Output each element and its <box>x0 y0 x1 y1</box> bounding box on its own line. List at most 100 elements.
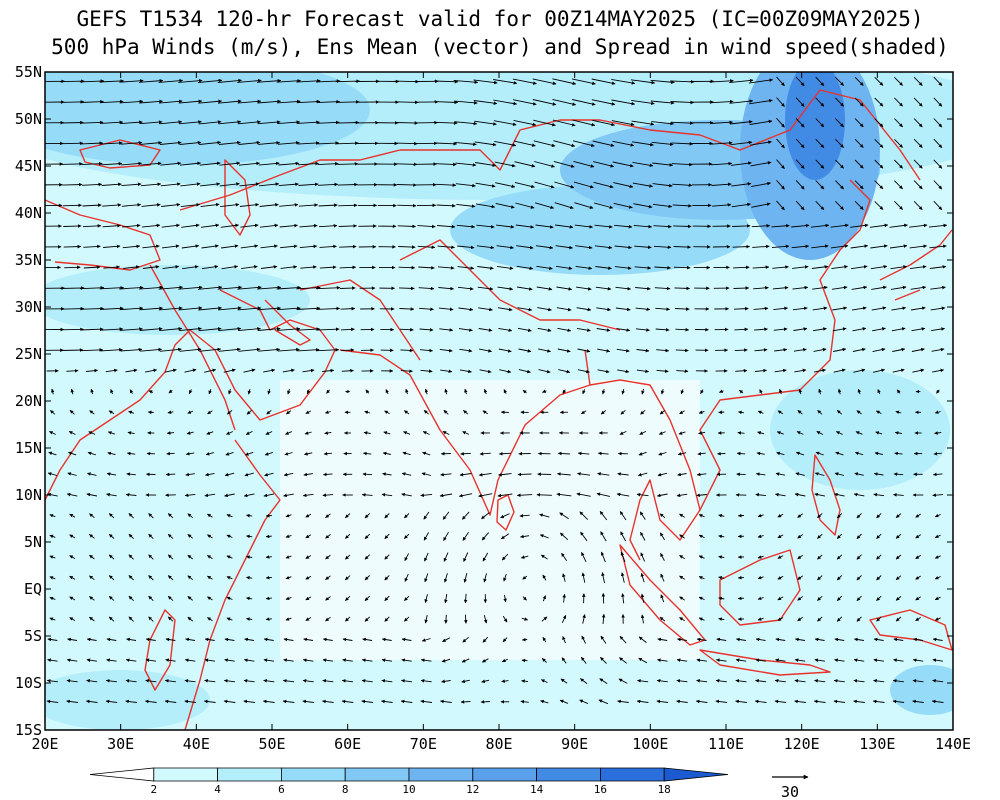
wind-vector <box>241 265 258 270</box>
wind-vector <box>81 161 103 166</box>
wind-vector <box>257 327 281 331</box>
wind-vector <box>417 224 436 229</box>
wind-vector <box>433 79 459 84</box>
wind-vector <box>930 285 946 290</box>
wind-vector <box>557 451 570 456</box>
wind-vector <box>855 431 863 435</box>
wind-vector <box>874 451 883 456</box>
wind-vector <box>596 492 610 497</box>
wind-vector <box>265 617 272 621</box>
wind-vector <box>933 97 943 107</box>
wind-vector <box>797 513 803 518</box>
wind-vector <box>267 388 271 395</box>
wind-vector <box>265 555 272 559</box>
wind-vector <box>197 78 223 83</box>
wind-vector <box>180 202 201 208</box>
wind-vector <box>318 224 338 228</box>
wind-vector <box>186 431 194 435</box>
wind-vector <box>818 388 822 395</box>
wind-vector <box>730 161 752 166</box>
wind-vector <box>162 265 180 270</box>
wind-vector <box>854 200 864 210</box>
wind-vector <box>934 513 941 518</box>
wind-vector <box>499 369 512 374</box>
wind-vector <box>592 119 615 127</box>
wind-vector <box>286 410 292 415</box>
wind-vector <box>60 286 85 290</box>
wind-vector <box>933 138 943 149</box>
lon-label: 100E <box>632 735 668 753</box>
wind-vector <box>534 202 555 210</box>
wind-vector <box>105 368 118 373</box>
wind-vector <box>755 472 766 476</box>
wind-vector <box>79 79 105 83</box>
wind-vector <box>99 306 124 311</box>
wind-vector <box>400 369 413 373</box>
wind-vector <box>631 99 655 106</box>
wind-vector <box>519 514 530 518</box>
wind-vector <box>315 79 341 83</box>
wind-vector <box>700 389 704 394</box>
wind-vector <box>364 513 371 519</box>
wind-vector <box>498 451 511 456</box>
wind-vector <box>889 223 908 228</box>
reference-vector: 30 <box>772 774 809 800</box>
wind-vector <box>89 534 95 539</box>
wind-vector <box>303 472 313 477</box>
wind-vector <box>933 159 943 169</box>
wind-vector <box>463 614 468 624</box>
wind-vector <box>680 389 685 395</box>
lat-label: EQ <box>24 580 42 598</box>
wind-vector <box>612 161 634 168</box>
wind-vector <box>571 78 596 85</box>
wind-vector <box>106 472 117 476</box>
wind-vector <box>285 431 293 435</box>
wind-vector <box>513 99 537 106</box>
wind-vector <box>422 431 430 435</box>
wind-vector <box>122 223 141 228</box>
wind-vector <box>397 203 417 208</box>
wind-vector <box>634 266 652 270</box>
wind-vector <box>69 513 76 518</box>
wind-vector <box>62 182 83 187</box>
wind-vector <box>259 223 279 228</box>
wind-vector <box>316 306 341 311</box>
wind-vector <box>871 306 887 311</box>
wind-vector <box>552 98 577 106</box>
wind-vector <box>593 161 615 168</box>
colorbar-label: 10 <box>402 783 415 796</box>
wind-vector <box>575 265 593 270</box>
wind-vector <box>477 266 494 270</box>
wind-vector <box>462 431 470 435</box>
wind-vector <box>615 307 631 312</box>
wind-vector <box>795 97 805 107</box>
wind-vector <box>120 161 142 166</box>
wind-vector <box>776 180 785 190</box>
wind-vector <box>870 244 888 249</box>
wind-vector <box>522 389 527 394</box>
coast-new-guinea <box>869 609 953 651</box>
wind-vector <box>915 513 921 518</box>
wind-vector <box>226 534 233 539</box>
wind-vector <box>729 120 753 125</box>
wind-vector <box>148 513 154 519</box>
wind-vector <box>621 388 625 395</box>
wind-vector <box>218 140 241 145</box>
wind-vector <box>341 368 354 373</box>
wind-vector <box>422 451 431 456</box>
wind-vector <box>874 97 884 107</box>
wind-vector <box>536 493 552 497</box>
wind-vector <box>198 327 222 332</box>
wind-vector <box>616 492 630 497</box>
wind-vector <box>497 286 514 291</box>
wind-vector <box>596 328 611 332</box>
wind-vector <box>455 183 476 188</box>
wind-vector <box>454 141 477 146</box>
wind-vector <box>813 327 827 332</box>
wind-vector <box>872 368 885 373</box>
wind-vector <box>364 410 371 415</box>
wind-vector <box>778 388 783 395</box>
wind-vector <box>119 306 144 311</box>
wind-vector <box>933 118 943 128</box>
wind-vector <box>542 389 547 393</box>
